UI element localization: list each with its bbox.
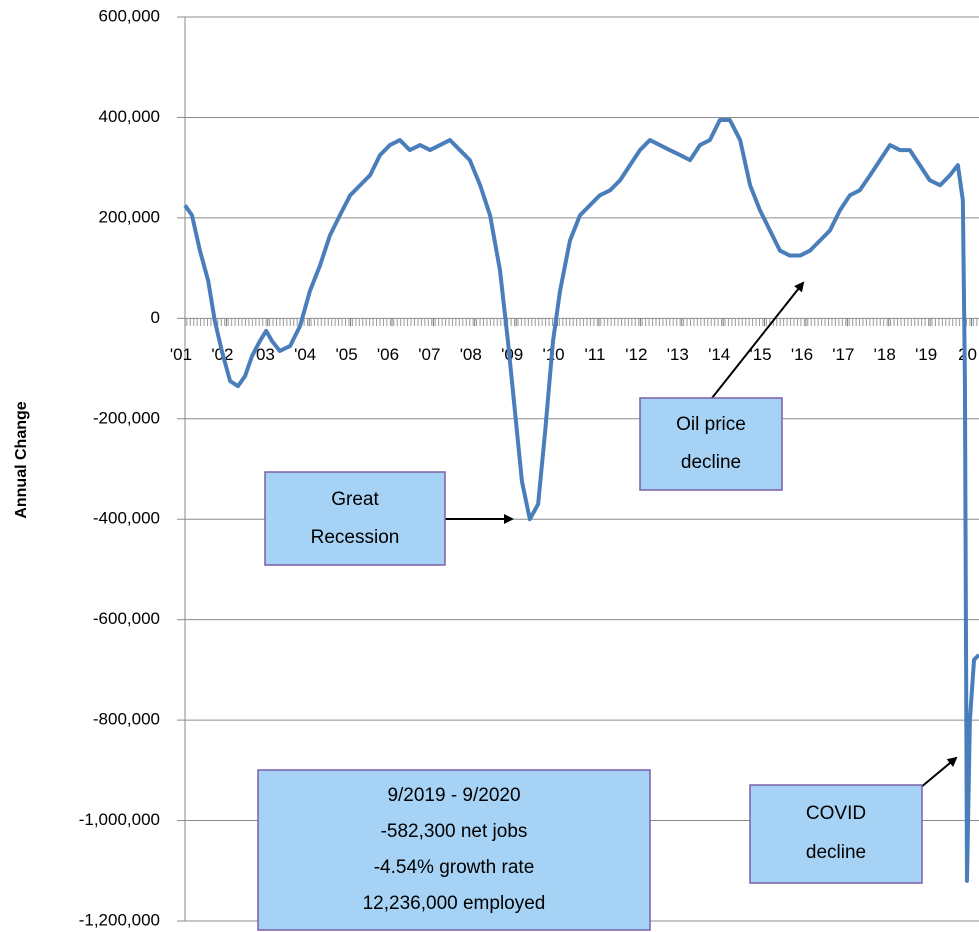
annotation: decline — [681, 452, 741, 473]
x-tick-label: '09 — [501, 345, 523, 364]
y-tick-label: -1,200,000 — [79, 910, 160, 929]
series — [183, 117, 979, 883]
y-tick-label: -200,000 — [93, 408, 160, 427]
x-tick-label: '06 — [377, 345, 399, 364]
arrow — [919, 756, 958, 789]
annotation: decline — [806, 842, 866, 863]
x-tick-label: '16 — [791, 345, 813, 364]
x-tick-labels: '01'02'03'04'05'06'07'08'09'10'11'12'13 '… — [170, 318, 977, 364]
annotation: COVID — [806, 803, 866, 824]
y-tick-label: -1,000,000 — [79, 810, 160, 829]
y-tick-label: -800,000 — [93, 710, 160, 729]
y-tick-label: 600,000 — [99, 6, 160, 25]
x-tick-label: '05 — [336, 345, 358, 364]
y-tick-label: -600,000 — [93, 609, 160, 628]
stats-line: -4.54% growth rate — [374, 857, 535, 878]
x-tick-label: '04 — [294, 345, 316, 364]
x-tick-label: '08 — [460, 345, 482, 364]
y-tick-label: 400,000 — [99, 107, 160, 126]
annotation: Oil price — [676, 414, 746, 435]
stats-box — [257, 769, 651, 931]
annotation: Great — [331, 489, 379, 510]
x-tick-label: '18 — [874, 345, 896, 364]
x-tick-label: '17 — [832, 345, 854, 364]
x-tick-label: '12 — [625, 345, 647, 364]
stats-line: -582,300 net jobs — [381, 821, 528, 842]
y-tick-label: 0 — [151, 308, 160, 327]
minor-ticks — [185, 318, 979, 326]
annotation-box — [639, 397, 783, 491]
x-tick-label: '14 — [708, 345, 730, 364]
x-tick-label: '07 — [418, 345, 440, 364]
x-tick-label: '01 — [170, 345, 192, 364]
x-tick-label: '15 — [749, 345, 771, 364]
x-tick-label: '13 — [667, 345, 689, 364]
y-tick-label: 200,000 — [99, 207, 160, 226]
x-tick-label: 20 — [958, 345, 977, 364]
annotation-box — [749, 784, 923, 884]
annotation: Recession — [311, 527, 400, 548]
x-tick-label: '03 — [253, 345, 275, 364]
x-tick-label: '11 — [585, 345, 606, 364]
stats-line: 9/2019 - 9/2020 — [387, 785, 520, 806]
y-axis-label: Annual Change — [13, 401, 30, 518]
y-tick-label: -400,000 — [93, 509, 160, 528]
annotation-box — [264, 471, 446, 566]
data-line — [183, 117, 979, 883]
x-tick-label: '19 — [915, 345, 937, 364]
arrow — [711, 281, 805, 399]
stats-line: 12,236,000 employed — [363, 893, 546, 914]
